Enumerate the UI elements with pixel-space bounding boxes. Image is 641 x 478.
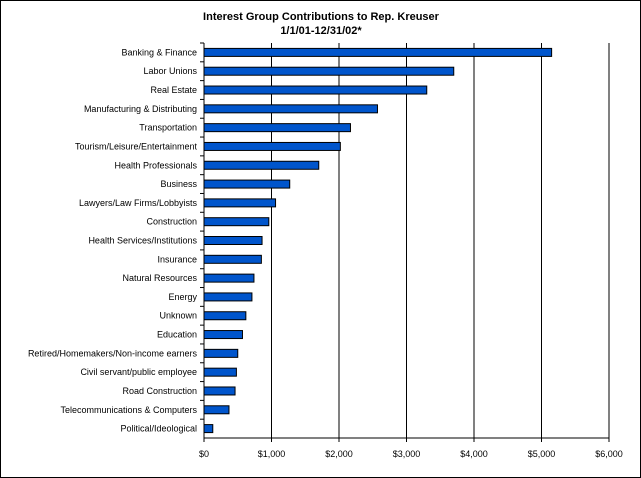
x-tick-label: $0 (199, 449, 209, 459)
bar (203, 292, 253, 302)
bar (203, 386, 236, 396)
category-label: Energy (168, 292, 197, 302)
bars (203, 47, 553, 434)
bar (203, 104, 378, 114)
bar (203, 217, 270, 227)
category-label: Education (157, 330, 197, 340)
bar (203, 367, 237, 377)
bar (203, 236, 263, 245)
category-label: Banking & Finance (121, 47, 197, 57)
category-label: Insurance (157, 254, 197, 264)
x-tick-label: $1,000 (258, 449, 286, 459)
category-label: Telecommunications & Computers (60, 405, 197, 415)
bar (203, 330, 243, 340)
bar (203, 141, 341, 151)
bar (203, 179, 291, 189)
bar (203, 123, 351, 133)
category-label: Retired/Homemakers/Non-income earners (28, 348, 198, 358)
bar (203, 47, 553, 57)
category-label: Unknown (159, 311, 197, 321)
bar (203, 424, 214, 434)
chart-title: Interest Group Contributions to Rep. Kre… (203, 11, 440, 23)
category-label: Real Estate (150, 85, 197, 95)
x-tick-label: $5,000 (528, 449, 556, 459)
bar (203, 311, 247, 321)
category-label: Natural Resources (122, 273, 197, 283)
category-labels: Banking & Finance Labor Unions Real Estate… (28, 47, 198, 433)
category-label: Civil servant/public employee (80, 367, 197, 377)
bar (203, 405, 230, 415)
bar (203, 198, 277, 208)
x-tick-label: $6,000 (595, 449, 623, 459)
x-axis-ticks: $0 $1,000 $2,000 $3,000 $4,000 $5,000 $6,000 (199, 438, 623, 459)
bar (203, 273, 255, 283)
category-label: Health Services/Institutions (88, 236, 197, 246)
chart-subtitle: 1/1/01-12/31/02* (280, 25, 362, 37)
category-label: Labor Unions (143, 66, 197, 76)
category-label: Transportation (139, 123, 197, 133)
x-tick-label: $3,000 (393, 449, 421, 459)
category-label: Business (160, 179, 197, 189)
x-tick-label: $4,000 (460, 449, 488, 459)
bar (203, 348, 239, 358)
bar (203, 66, 455, 76)
category-label: Manufacturing & Distributing (84, 104, 197, 114)
x-tick-label: $2,000 (325, 449, 353, 459)
bar (203, 85, 428, 95)
category-label: Road Construction (122, 386, 197, 396)
category-label: Tourism/Leisure/Entertainment (75, 141, 198, 151)
axes (200, 42, 609, 439)
gridlines (271, 43, 610, 438)
category-label: Lawyers/Law Firms/Lobbyists (79, 198, 198, 208)
category-label: Health Professionals (114, 160, 197, 170)
bar (203, 254, 262, 264)
category-label: Political/Ideological (120, 424, 197, 434)
bar (203, 160, 320, 170)
category-label: Construction (146, 217, 197, 227)
